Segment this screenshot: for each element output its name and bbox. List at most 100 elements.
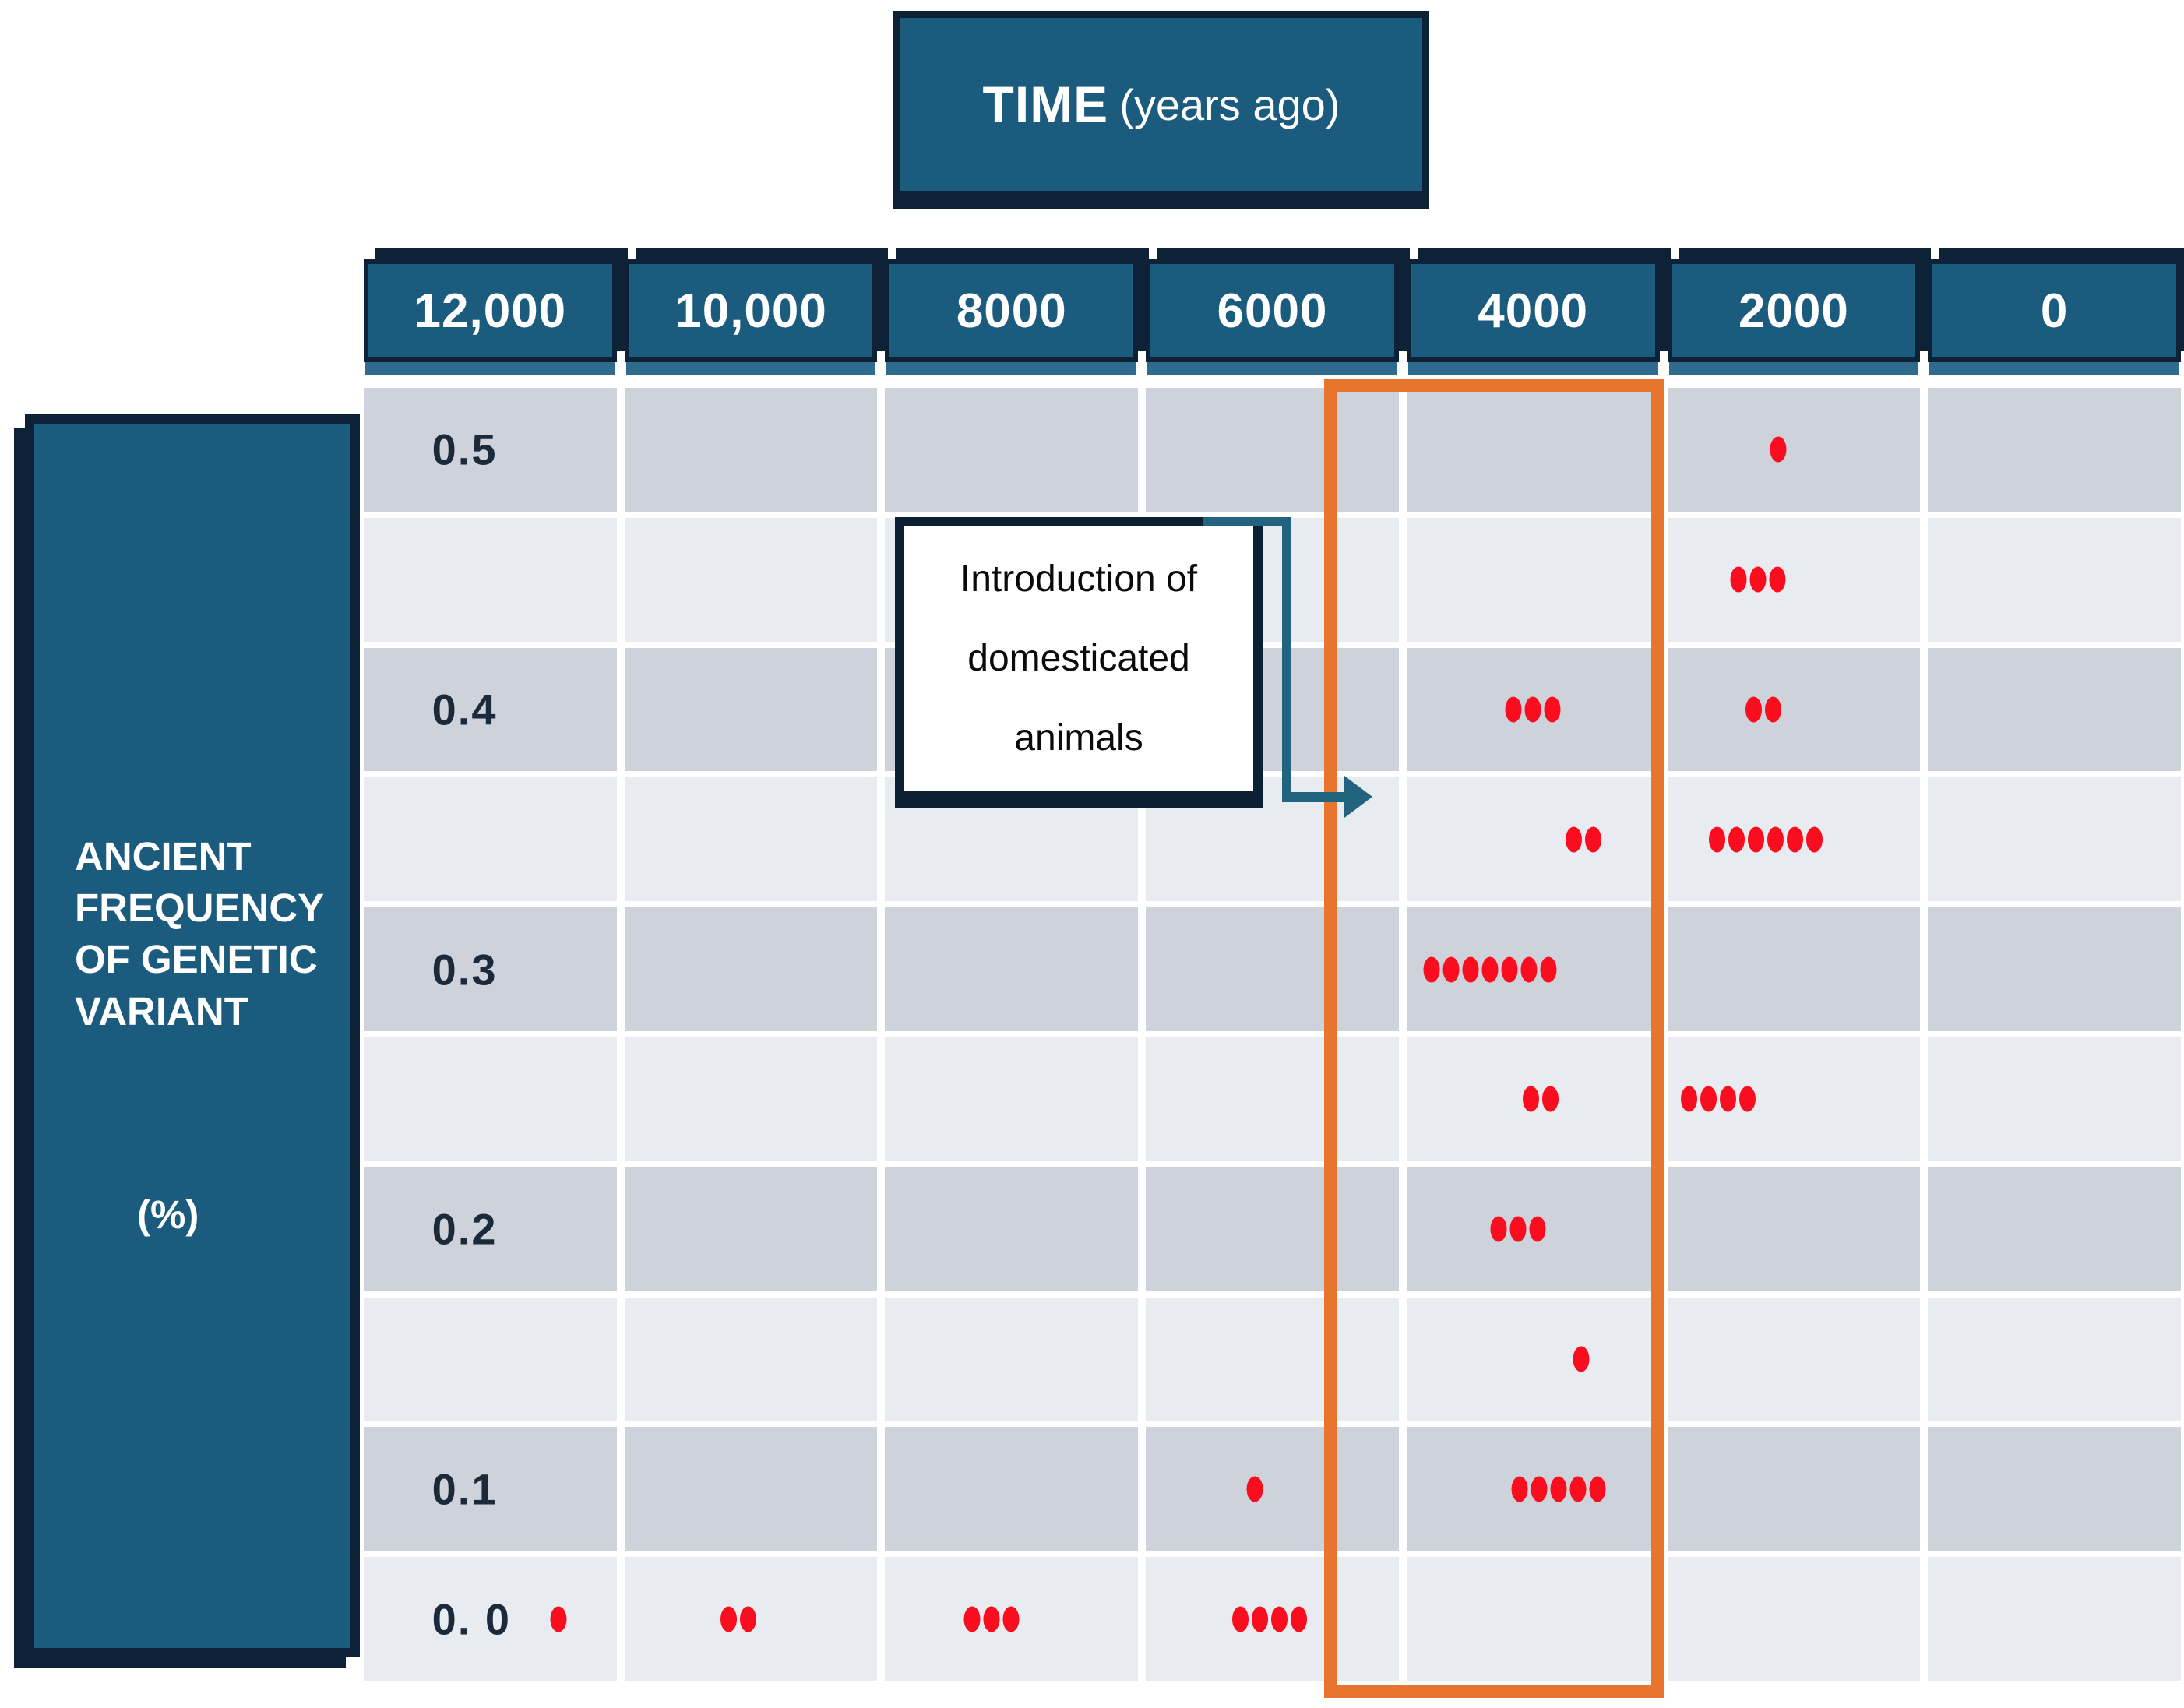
data-dot — [1540, 956, 1557, 983]
data-dot — [1769, 566, 1786, 593]
grid-cell-r6-c5 — [1667, 1167, 1921, 1291]
data-dot — [1573, 1346, 1590, 1372]
grid-cell-r4-c3 — [1146, 907, 1399, 1031]
row-label-0.4: 0.4 — [432, 685, 498, 734]
data-dot — [1569, 1476, 1587, 1502]
data-dot — [1544, 696, 1561, 723]
grid-cell-r5-c6 — [1928, 1037, 2181, 1161]
grid-cell-r6-c6 — [1928, 1167, 2181, 1291]
column-header-0: 0 — [1928, 259, 2181, 362]
grid-cell-r7-c2 — [885, 1297, 1139, 1421]
data-dot — [1709, 826, 1726, 853]
annotation-text-line: Introduction of — [960, 558, 1198, 600]
grid-cell-r1-c6 — [1928, 517, 2181, 642]
grid-cell-r3-c4 — [1406, 777, 1660, 902]
grid-cell-r9-c2 — [885, 1557, 1139, 1681]
grid-cell-r2-c4 — [1406, 647, 1660, 772]
time-column-headers: 12,000 10,000 8000 6000 4000 2000 0 — [364, 259, 2181, 362]
annotation-arrow-segment — [1282, 792, 1349, 802]
dot-cluster — [1490, 1216, 1546, 1242]
data-dot — [1550, 1476, 1567, 1502]
grid-cell-r7-c3 — [1146, 1297, 1399, 1421]
annotation-text-line: domesticated — [967, 638, 1190, 680]
data-dot — [1566, 826, 1583, 853]
grid-cell-r7-c1 — [624, 1297, 878, 1421]
dot-cluster — [1423, 956, 1557, 983]
grid-cell-r3-c0 — [364, 777, 617, 902]
grid-cell-r0-c0: 0.5 — [364, 388, 617, 512]
data-dot — [1749, 566, 1767, 593]
grid-cell-r1-c0 — [364, 517, 617, 642]
grid-cell-r9-c5 — [1667, 1557, 1921, 1681]
data-dot — [1541, 1086, 1559, 1112]
grid-cell-r3-c6 — [1928, 777, 2181, 902]
grid-cell-r2-c5 — [1667, 647, 1921, 772]
grid-cell-r1-c5 — [1667, 517, 1921, 642]
grid-cell-r4-c6 — [1928, 907, 2181, 1031]
grid-cell-r8-c1 — [624, 1427, 878, 1551]
grid-cell-r8-c5 — [1667, 1427, 1921, 1551]
grid-cell-r8-c3 — [1146, 1427, 1399, 1551]
data-dot — [1522, 1086, 1539, 1112]
grid-cell-r4-c2 — [885, 907, 1139, 1031]
y-axis-title-line: FREQUENCY — [75, 886, 325, 931]
data-dot — [1728, 826, 1745, 853]
column-header-10000: 10,000 — [624, 259, 878, 362]
data-dot — [1291, 1606, 1308, 1632]
grid-cell-r8-c0: 0.1 — [364, 1427, 617, 1551]
grid-cell-r8-c6 — [1928, 1427, 2181, 1551]
dot-cluster — [1770, 436, 1787, 463]
grid-cell-r4-c5 — [1667, 907, 1921, 1031]
grid-cell-r0-c3 — [1146, 388, 1399, 512]
data-dot — [1700, 1086, 1717, 1112]
highlight-rectangle-4000-column — [1324, 379, 1664, 1698]
data-dot — [1529, 1216, 1546, 1242]
data-dot — [720, 1606, 737, 1632]
grid-cell-r0-c2 — [885, 388, 1139, 512]
grid-cell-r1-c4 — [1406, 517, 1660, 642]
grid-cell-r3-c1 — [624, 777, 878, 902]
grid-cell-r5-c3 — [1146, 1037, 1399, 1161]
data-dot — [739, 1606, 756, 1632]
data-dot — [1520, 956, 1538, 983]
data-dot — [1511, 1476, 1528, 1502]
grid-cell-r9-c1 — [624, 1557, 878, 1681]
data-dot — [1531, 1476, 1548, 1502]
row-label-0.5: 0.5 — [432, 424, 498, 474]
dot-cluster — [963, 1606, 1020, 1632]
data-dot — [1509, 1216, 1527, 1242]
grid-cell-r3-c5 — [1667, 777, 1921, 902]
dot-cluster — [1511, 1476, 1606, 1502]
column-header-6000: 6000 — [1146, 259, 1399, 362]
grid-cell-r2-c6 — [1928, 647, 2181, 772]
data-dot — [1442, 956, 1460, 983]
grid-cell-r6-c4 — [1406, 1167, 1660, 1291]
dot-cluster — [550, 1606, 567, 1632]
annotation-text-line: animals — [1014, 717, 1143, 759]
data-dot — [1806, 826, 1823, 853]
dot-cluster — [1745, 696, 1781, 723]
grid-cell-r0-c1 — [624, 388, 878, 512]
data-dot — [1462, 956, 1479, 983]
grid-cell-r5-c5 — [1667, 1037, 1921, 1161]
dot-cluster — [1522, 1086, 1559, 1112]
row-label-0.3: 0.3 — [432, 945, 498, 995]
grid-cell-r9-c3 — [1146, 1557, 1399, 1681]
column-header-2000: 2000 — [1667, 259, 1921, 362]
data-dot — [1002, 1606, 1020, 1632]
grid-cell-r1-c1 — [624, 517, 878, 642]
data-dot — [1764, 696, 1781, 723]
row-label-0.2: 0.2 — [432, 1204, 498, 1254]
annotation-callout-box: Introduction of domesticated animals — [895, 517, 1263, 808]
grid-cell-r5-c2 — [885, 1037, 1139, 1161]
grid-cell-r5-c0 — [364, 1037, 617, 1161]
grid-cell-r2-c1 — [624, 647, 878, 772]
dot-cluster — [1730, 566, 1786, 593]
time-axis-title-box: TIME (years ago) — [893, 11, 1429, 198]
dot-cluster — [1573, 1346, 1590, 1372]
grid-cell-r2-c0: 0.4 — [364, 647, 617, 772]
grid-cell-r0-c6 — [1928, 388, 2181, 512]
grid-cell-r4-c4 — [1406, 907, 1660, 1031]
row-label-0.0: 0. 0 — [432, 1594, 512, 1644]
grid-cell-r0-c4 — [1406, 388, 1660, 512]
